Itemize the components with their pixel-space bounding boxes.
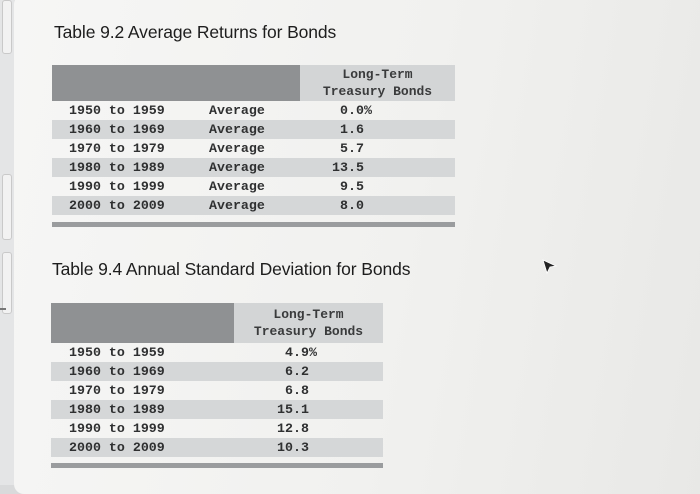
value-cell: 6.8 [285,383,309,398]
value-cell: 13.5 [332,160,364,175]
table-row: 1980 to 1989 15.1 [51,400,383,419]
period-cell: 1970 to 1979 [69,383,165,398]
header-line: Long-Term [342,67,413,82]
mouse-pointer-icon [542,259,558,275]
stat-label-cell: Average [209,198,265,213]
table-row: 1960 to 1969 6.2 [51,362,383,381]
stat-label-cell: Average [209,160,265,175]
period-cell: 1980 to 1989 [69,402,165,417]
left-tab-notch [2,174,12,240]
value-cell: 1.6 [340,122,364,137]
table-row: 1950 to 1959 Average 0.0% [52,101,455,120]
value-cell: 10.3 [277,440,309,455]
table-row: 2000 to 2009 10.3 [51,438,383,457]
header-shade [300,65,455,101]
stat-label-cell: Average [209,122,265,137]
table-row: 1980 to 1989 Average 13.5 [52,158,455,177]
header-line: Treasury Bonds [322,84,433,99]
stat-label-cell: Average [209,179,265,194]
value-cell: 0.0% [340,103,372,118]
period-cell: 1980 to 1989 [69,160,165,175]
stat-label-cell: Average [209,141,265,156]
value-cell: 4.9% [285,345,317,360]
header-shade [51,303,234,343]
period-cell: 1950 to 1959 [69,103,165,118]
period-cell: 1960 to 1969 [69,122,165,137]
period-cell: 1950 to 1959 [69,345,165,360]
value-cell: 9.5 [340,179,364,194]
period-cell: 1970 to 1979 [69,141,165,156]
left-edge-strip [0,0,14,485]
table-row: 1990 to 1999 12.8 [51,419,383,438]
left-tab-notch [2,0,12,54]
returns-table: Long-Term Treasury Bonds 1950 to 1959 Av… [52,65,455,227]
header-shade [234,303,383,343]
table1-title: Table 9.2 Average Returns for Bonds [54,22,337,42]
table-row: 1990 to 1999 Average 9.5 [52,177,455,196]
table-row: 1970 to 1979 Average 5.7 [52,139,455,158]
document-page: Table 9.2 Average Returns for Bonds Long… [14,0,700,494]
header-shade [52,65,300,101]
period-cell: 2000 to 2009 [69,440,165,455]
period-cell: 1960 to 1969 [69,364,165,379]
value-cell: 12.8 [277,421,309,436]
left-tab-notch [2,252,12,314]
std-dev-table: Long-Term Treasury Bonds 1950 to 1959 4.… [51,303,383,473]
period-cell: 1990 to 1999 [69,421,165,436]
edge-mark [0,308,6,310]
period-cell: 1990 to 1999 [69,179,165,194]
table-footer-rule [51,463,383,468]
column-header: Long-Term Treasury Bonds [234,306,383,340]
value-cell: 6.2 [285,364,309,379]
value-cell: 5.7 [340,141,364,156]
table-row: 1960 to 1969 Average 1.6 [52,120,455,139]
header-line: Long-Term [273,307,344,322]
value-cell: 15.1 [277,402,309,417]
stat-label-cell: Average [209,103,265,118]
table-row: 2000 to 2009 Average 8.0 [52,196,455,215]
table-footer-rule [52,222,455,227]
period-cell: 2000 to 2009 [69,198,165,213]
table-row: 1950 to 1959 4.9% [51,343,383,362]
table-row: 1970 to 1979 6.8 [51,381,383,400]
header-line: Treasury Bonds [253,324,364,339]
column-header: Long-Term Treasury Bonds [300,66,455,100]
value-cell: 8.0 [340,198,364,213]
table2-title: Table 9.4 Annual Standard Deviation for … [52,259,411,279]
